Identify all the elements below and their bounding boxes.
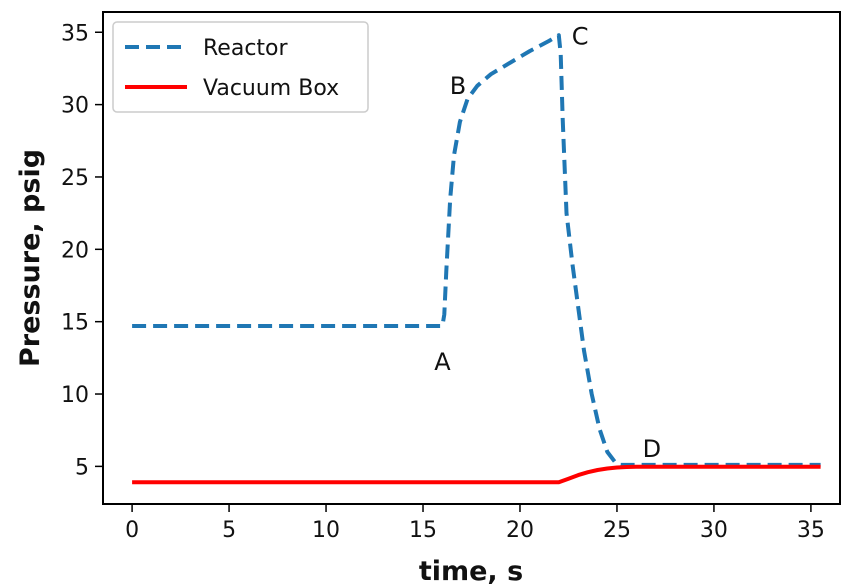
annotation-layer: A B C D — [434, 23, 661, 463]
y-tick-label: 10 — [61, 383, 89, 408]
y-tick-label: 20 — [61, 238, 89, 263]
series-layer — [132, 33, 821, 485]
annotation-b: B — [450, 72, 466, 100]
x-tick-label: 0 — [125, 518, 139, 543]
annotation-a: A — [434, 348, 451, 376]
y-tick-label: 30 — [61, 94, 89, 119]
legend-label-reactor: Reactor — [203, 36, 288, 61]
y-tick-label: 5 — [75, 455, 89, 480]
annotation-c: C — [572, 23, 589, 51]
x-tick-label: 35 — [797, 518, 825, 543]
series-line-reactor — [132, 33, 821, 467]
legend-box — [112, 21, 369, 113]
y-tick-label: 25 — [61, 166, 89, 191]
x-axis-ticks: 0 5 10 15 20 25 30 35 — [125, 504, 825, 543]
plot-frame — [102, 11, 841, 505]
x-axis-label: time, s — [419, 556, 523, 585]
x-tick-label: 30 — [700, 518, 728, 543]
x-tick-label: 5 — [222, 518, 236, 543]
y-axis-label: Pressure, psig — [15, 149, 46, 367]
y-tick-label: 35 — [61, 21, 89, 46]
y-tick-label: 15 — [61, 311, 89, 336]
x-tick-label: 20 — [506, 518, 534, 543]
x-tick-label: 15 — [409, 518, 437, 543]
x-tick-label: 25 — [603, 518, 631, 543]
annotation-d: D — [643, 435, 661, 463]
x-tick-label: 10 — [312, 518, 340, 543]
series-line-vacuum-box — [132, 464, 821, 485]
legend: Reactor Vacuum Box — [112, 21, 369, 113]
legend-label-vacuum-box: Vacuum Box — [203, 76, 339, 101]
y-axis-ticks: 5 10 15 20 25 30 35 — [61, 21, 103, 480]
